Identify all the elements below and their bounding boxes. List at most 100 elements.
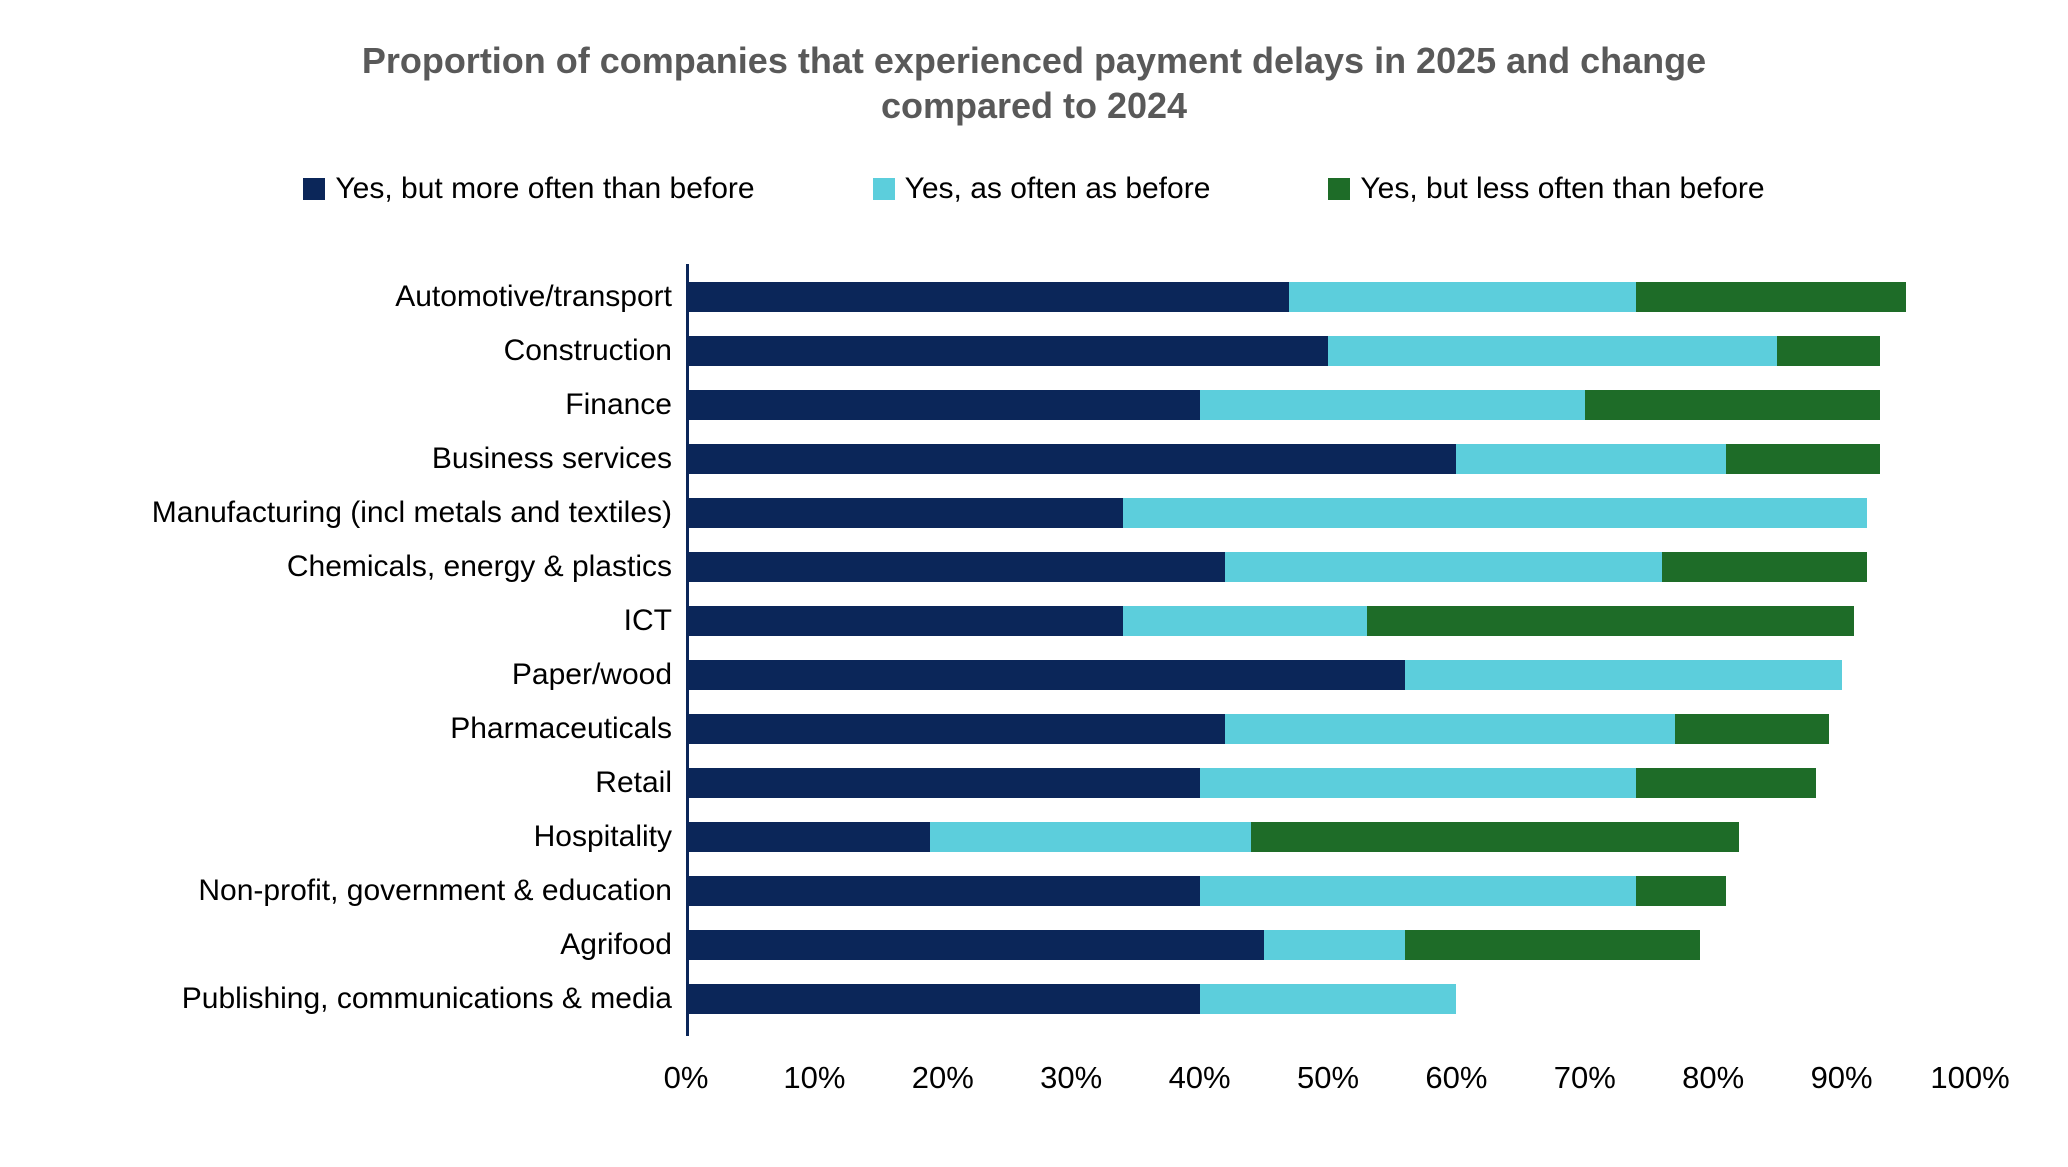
bar-segment bbox=[1726, 444, 1881, 474]
bar-segment bbox=[1584, 390, 1881, 420]
bar-segment bbox=[1199, 876, 1637, 906]
bar-segment bbox=[686, 552, 1226, 582]
bar-track bbox=[686, 648, 1970, 702]
category-label: Manufacturing (incl metals and textiles) bbox=[151, 496, 672, 529]
category-label: Retail bbox=[595, 766, 672, 799]
legend-swatch-less-often bbox=[1328, 178, 1351, 200]
category-label: Agrifood bbox=[560, 928, 672, 961]
bar-segment bbox=[1405, 930, 1701, 960]
bar-segment bbox=[1636, 876, 1727, 906]
chart-title: Proportion of companies that experienced… bbox=[361, 40, 1707, 126]
chart-row: Pharmaceuticals bbox=[0, 702, 2068, 756]
bar-segment bbox=[686, 390, 1200, 420]
category-label: Hospitality bbox=[533, 820, 672, 853]
bar-track bbox=[686, 324, 1970, 378]
bar-segment bbox=[1250, 822, 1739, 852]
bar-segment bbox=[1777, 336, 1881, 366]
x-tick-label: 30% bbox=[1040, 1060, 1103, 1095]
bar-track bbox=[686, 594, 1970, 648]
bar-segment bbox=[1405, 660, 1842, 690]
bar-track bbox=[686, 918, 1970, 972]
bar-segment bbox=[1674, 714, 1829, 744]
bar-track bbox=[686, 486, 1970, 540]
bar-segment bbox=[1636, 282, 1906, 312]
bar-segment bbox=[1328, 336, 1778, 366]
x-tick-label: 0% bbox=[663, 1060, 709, 1095]
x-tick-label: 50% bbox=[1296, 1060, 1360, 1095]
legend-swatch-more-often bbox=[303, 178, 326, 200]
chart-row: Non-profit, government & education bbox=[0, 864, 2068, 918]
x-tick-label: 40% bbox=[1168, 1060, 1231, 1095]
chart-row: Automotive/transport bbox=[0, 270, 2068, 324]
bar-track bbox=[686, 702, 1970, 756]
chart-row: Construction bbox=[0, 324, 2068, 378]
category-label: Non-profit, government & education bbox=[198, 874, 672, 907]
bar-segment bbox=[686, 714, 1226, 744]
bar-track bbox=[686, 864, 1970, 918]
chart-row: Publishing, communications & media bbox=[0, 972, 2068, 1026]
chart-row: Business services bbox=[0, 432, 2068, 486]
chart-row: Hospitality bbox=[0, 810, 2068, 864]
legend-item-as-often: Yes, as often as before bbox=[872, 172, 1211, 206]
bar-segment bbox=[686, 930, 1264, 960]
x-tick-label: 10% bbox=[783, 1060, 846, 1095]
x-tick-label: 70% bbox=[1553, 1060, 1616, 1095]
bar-segment bbox=[1122, 606, 1367, 636]
x-tick-label: 80% bbox=[1682, 1060, 1745, 1095]
legend-label-less-often: Yes, but less often than before bbox=[1360, 172, 1765, 205]
x-tick-label: 100% bbox=[1930, 1060, 2010, 1095]
category-label: Paper/wood bbox=[511, 658, 672, 691]
chart-row: Agrifood bbox=[0, 918, 2068, 972]
bar-track bbox=[686, 270, 1970, 324]
bar-segment bbox=[686, 282, 1290, 312]
bar-segment bbox=[1199, 390, 1585, 420]
chart-row: Chemicals, energy & plastics bbox=[0, 540, 2068, 594]
bar-segment bbox=[1263, 930, 1406, 960]
category-label: Publishing, communications & media bbox=[181, 982, 672, 1015]
legend-label-as-often: Yes, as often as before bbox=[904, 172, 1211, 205]
bar-segment bbox=[686, 660, 1406, 690]
x-tick-label: 20% bbox=[911, 1060, 974, 1095]
category-label: Chemicals, energy & plastics bbox=[286, 550, 672, 583]
bar-segment bbox=[686, 984, 1200, 1014]
bar-segment bbox=[686, 822, 930, 852]
bar-segment bbox=[1661, 552, 1868, 582]
y-axis-line bbox=[686, 264, 689, 1036]
category-label: Automotive/transport bbox=[395, 280, 672, 313]
bar-track bbox=[686, 378, 1970, 432]
bar-track bbox=[686, 972, 1970, 1026]
bar-track bbox=[686, 810, 1970, 864]
bar-segment bbox=[686, 606, 1123, 636]
bar-segment bbox=[1366, 606, 1855, 636]
plot-area: Automotive/transport Construction Finance B… bbox=[0, 264, 2068, 1036]
bar-segment bbox=[686, 876, 1200, 906]
bar-segment bbox=[1122, 498, 1868, 528]
legend-item-less-often: Yes, but less often than before bbox=[1328, 172, 1765, 206]
bar-segment bbox=[929, 822, 1251, 852]
bar-segment bbox=[1456, 444, 1727, 474]
category-label: Pharmaceuticals bbox=[450, 712, 672, 745]
bar-segment bbox=[686, 336, 1328, 366]
x-tick-label: 90% bbox=[1810, 1060, 1873, 1095]
bar-segment bbox=[1225, 714, 1675, 744]
category-label: Construction bbox=[503, 334, 672, 367]
chart-row: Manufacturing (incl metals and textiles) bbox=[0, 486, 2068, 540]
x-tick-label: 60% bbox=[1425, 1060, 1488, 1095]
chart-row: ICT bbox=[0, 594, 2068, 648]
bar-segment bbox=[1636, 768, 1816, 798]
bar-segment bbox=[1199, 768, 1637, 798]
legend-item-more-often: Yes, but more often than before bbox=[303, 172, 755, 206]
legend-label-more-often: Yes, but more often than before bbox=[335, 172, 755, 205]
bar-segment bbox=[686, 444, 1457, 474]
category-label: ICT bbox=[623, 604, 672, 637]
chart-row: Finance bbox=[0, 378, 2068, 432]
bar-segment bbox=[1225, 552, 1662, 582]
legend-swatch-as-often bbox=[872, 178, 895, 200]
legend: Yes, but more often than before Yes, as … bbox=[0, 172, 2068, 206]
x-axis: 0% 10% 20% 30% 40% 50% 60% 70% 80% 90% 100% bbox=[0, 1042, 2068, 1112]
category-label: Finance bbox=[565, 388, 672, 421]
bar-track bbox=[686, 540, 1970, 594]
bar-track bbox=[686, 756, 1970, 810]
bar-segment bbox=[686, 768, 1200, 798]
chart-row: Paper/wood bbox=[0, 648, 2068, 702]
